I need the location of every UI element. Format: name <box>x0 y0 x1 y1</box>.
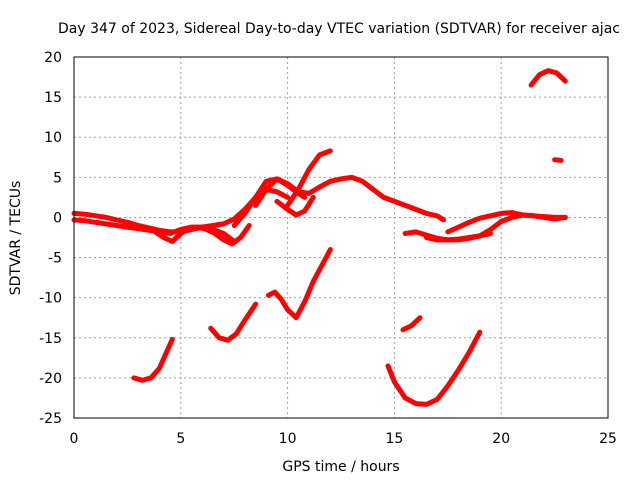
x-tick-label: 25 <box>599 431 617 447</box>
series-arc14 <box>131 336 175 383</box>
y-tick-label: 0 <box>53 210 62 226</box>
y-tick-label: 20 <box>44 50 62 66</box>
grid <box>74 57 608 418</box>
x-tick-label: 0 <box>70 431 79 447</box>
y-tick-label: -10 <box>39 291 62 307</box>
plot-frame <box>73 56 609 419</box>
x-axis-label: GPS time / hours <box>282 459 399 475</box>
x-tick-label: 5 <box>176 431 185 447</box>
series-arc17 <box>385 329 483 407</box>
tick-labels: 0 5 10 15 20 25 -25 -20 -15 -10 -5 0 5 10 15 20 <box>39 50 617 447</box>
series-arc8 <box>327 174 446 223</box>
series-arc13 <box>552 157 564 163</box>
series-arc15 <box>208 301 259 343</box>
series-arc5 <box>253 176 333 208</box>
y-tick-label: -5 <box>48 251 62 267</box>
y-tick-label: 15 <box>44 90 62 106</box>
series-arc3 <box>152 223 252 247</box>
series-arc7 <box>274 194 316 218</box>
y-tick-label: 5 <box>53 170 62 186</box>
x-tick-label: 15 <box>385 431 403 447</box>
chart-title: Day 347 of 2023, Sidereal Day-to-day VTE… <box>58 21 620 37</box>
series-arc10 <box>445 210 568 235</box>
y-tick-label: -15 <box>39 331 62 347</box>
y-axis-label: SDTVAR / TECUs <box>8 181 24 296</box>
x-tick-label: 20 <box>492 431 510 447</box>
x-tick-label: 10 <box>279 431 297 447</box>
series-arc6 <box>285 148 333 208</box>
series-arc11 <box>423 231 493 243</box>
data-series <box>71 68 568 407</box>
y-tick-label: -25 <box>39 411 62 427</box>
series-arc16 <box>265 247 333 321</box>
series-arc18 <box>400 315 423 333</box>
series-arc12 <box>528 68 568 88</box>
y-tick-label: 10 <box>44 130 62 146</box>
y-tick-label: -20 <box>39 371 62 387</box>
